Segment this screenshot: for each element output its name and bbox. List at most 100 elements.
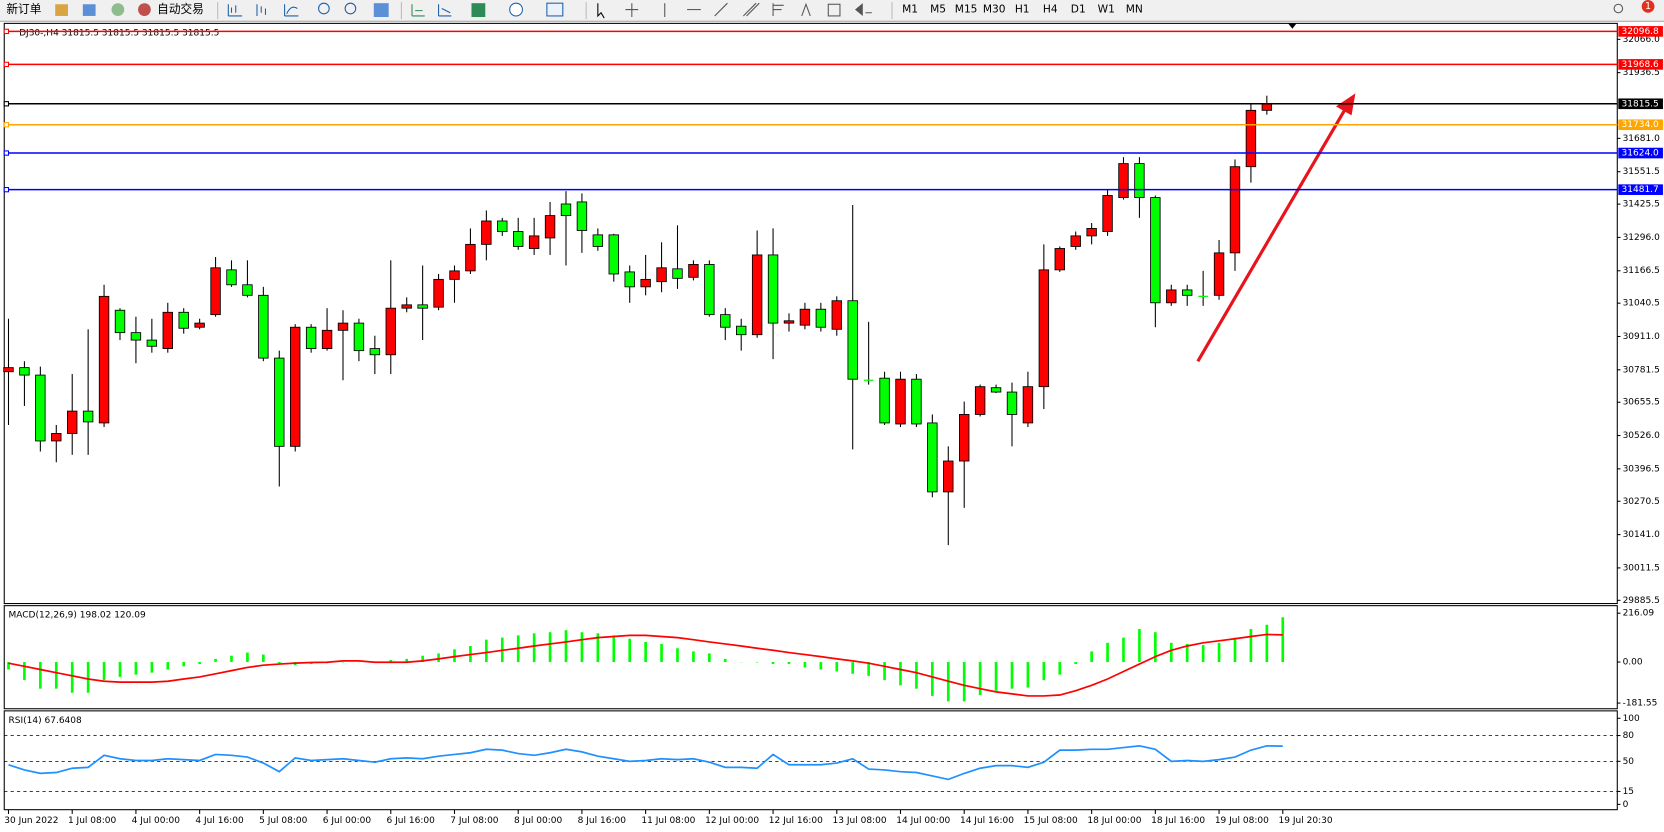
icon[interactable]: [471, 3, 486, 18]
rsi-panel: [3, 710, 1618, 811]
icon[interactable]: [344, 2, 357, 15]
candle-body: [688, 264, 699, 278]
candle-body: [98, 295, 110, 424]
price-label-box: [1618, 98, 1663, 110]
candle-body: [401, 304, 412, 309]
candle-body: [162, 311, 173, 350]
candle-body: [369, 348, 381, 356]
price-label: 31624.0: [1622, 149, 1660, 159]
candle-body: [911, 378, 922, 425]
candle-body: [990, 387, 1002, 393]
icon[interactable]: [546, 2, 564, 17]
timeframe-button[interactable]: H4: [1043, 3, 1058, 16]
x-tick-label: 14 Jul 00:00: [896, 816, 950, 826]
level-marker: [3, 122, 10, 128]
candle-body: [1213, 252, 1225, 296]
icon[interactable]: [227, 4, 243, 17]
candle-body: [847, 300, 858, 380]
y-tick-label: 31296.0: [1623, 233, 1661, 243]
price-label: 31734.0: [1622, 120, 1660, 130]
icon[interactable]: [138, 3, 151, 16]
x-tick-label: 18 Jul 16:00: [1151, 816, 1205, 826]
icon[interactable]: [438, 4, 452, 17]
timeframe-button[interactable]: H1: [1015, 3, 1030, 16]
candle-body: [1229, 166, 1241, 254]
level-marker: [3, 28, 10, 35]
auto-trading-button[interactable]: 自动交易: [157, 2, 204, 16]
x-tick-label: 6 Jul 16:00: [387, 816, 436, 826]
icon[interactable]: [597, 3, 605, 19]
candle-body: [974, 386, 986, 415]
x-tick-label: 8 Jul 16:00: [578, 816, 627, 826]
candle-body: [51, 433, 62, 442]
candle-body: [1102, 195, 1113, 232]
candle-body: [1245, 109, 1257, 168]
candle-body: [528, 235, 540, 249]
timeframe-button[interactable]: M5: [930, 3, 946, 16]
chart-title: DJ30-,H4 31815.5 31815.5 31815.5 31815.5: [19, 28, 219, 38]
x-tick-label: 13 Jul 08:00: [833, 816, 887, 826]
y-tick-label: -181.55: [1623, 699, 1658, 709]
timeframe-button[interactable]: M30: [983, 3, 1006, 16]
search-icon[interactable]: [1613, 3, 1624, 14]
icon[interactable]: [625, 3, 639, 18]
main-panel: [3, 22, 1618, 605]
x-tick-label: 6 Jul 00:00: [323, 816, 372, 826]
candle-body: [783, 320, 795, 324]
notification-badge[interactable]: [1641, 0, 1655, 13]
candle-body: [831, 300, 842, 330]
candle-body: [656, 267, 667, 283]
price-label: 31481.7: [1622, 185, 1659, 195]
candle-body: [305, 326, 317, 350]
timeframe-button[interactable]: W1: [1098, 3, 1115, 16]
timeframe-button[interactable]: MN: [1126, 3, 1143, 16]
icon[interactable]: [509, 2, 523, 17]
candle-body: [449, 270, 460, 280]
icon[interactable]: [411, 4, 425, 17]
new-order-button[interactable]: 新订单: [6, 2, 41, 16]
icon[interactable]: [82, 4, 96, 16]
trend-arrow-head: [1335, 93, 1356, 116]
candle-body: [385, 307, 396, 356]
candle-body: [767, 254, 779, 324]
candle-body: [210, 267, 221, 316]
icon[interactable]: [55, 4, 68, 16]
macd-panel: [3, 605, 1618, 710]
icon[interactable]: [742, 2, 760, 17]
y-tick-label: 30141.0: [1623, 530, 1661, 540]
x-tick-label: 15 Jul 08:00: [1024, 816, 1078, 826]
timeframe-button[interactable]: M15: [955, 3, 978, 16]
x-tick-label: 19 Jul 20:30: [1279, 816, 1333, 826]
icon[interactable]: [714, 2, 728, 17]
candle-body: [258, 294, 269, 359]
candle-body: [321, 329, 333, 350]
x-tick-label: 11 Jul 08:00: [641, 816, 695, 826]
x-tick-label: 14 Jul 16:00: [960, 816, 1014, 826]
icon[interactable]: [256, 4, 267, 16]
icon[interactable]: [827, 3, 841, 17]
icon[interactable]: [318, 2, 330, 15]
y-tick-label: 216.09: [1623, 609, 1655, 619]
candle-body: [704, 264, 715, 316]
y-tick-label: 30655.5: [1623, 398, 1660, 408]
candle-body: [3, 367, 14, 373]
timeframe-button[interactable]: D1: [1071, 3, 1086, 16]
candle-body: [146, 339, 158, 347]
candle-body: [560, 203, 572, 216]
candle-body: [194, 322, 205, 328]
y-tick-label: 30396.5: [1623, 464, 1660, 474]
icon[interactable]: [801, 2, 811, 17]
icon[interactable]: [772, 3, 784, 16]
y-tick-label: 29885.5: [1623, 596, 1660, 606]
timeframe-button[interactable]: M1: [902, 3, 918, 16]
x-tick-label: 30 Jun 2022: [4, 816, 58, 826]
candle-body: [1086, 228, 1097, 237]
icon[interactable]: [111, 3, 125, 16]
candle-body: [640, 278, 651, 288]
rsi-line: [8, 744, 1283, 781]
icon[interactable]: [284, 4, 299, 17]
candle-body: [672, 268, 683, 279]
icon[interactable]: [373, 3, 389, 18]
icon[interactable]: [855, 3, 872, 17]
